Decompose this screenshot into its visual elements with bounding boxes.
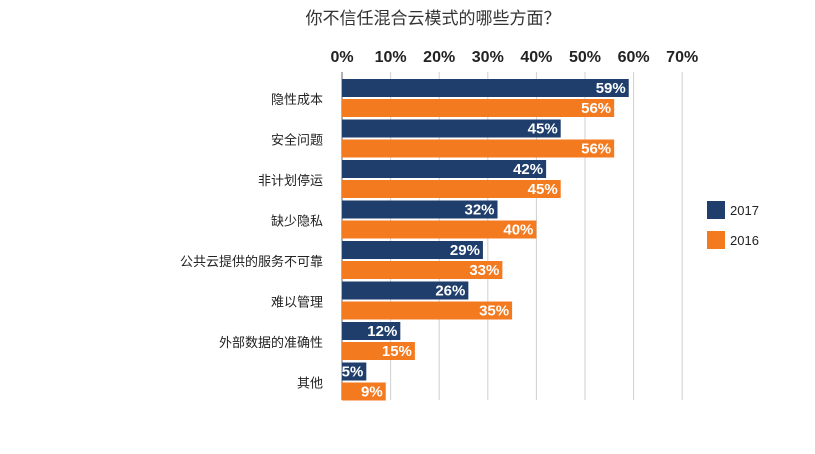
bar-2016-0 bbox=[342, 99, 615, 117]
legend-swatch-2016 bbox=[707, 231, 725, 249]
bar-2017-0 bbox=[342, 79, 629, 97]
category-label: 其他 bbox=[297, 377, 323, 392]
legend-label: 2017 bbox=[730, 203, 759, 218]
data-label: 12% bbox=[367, 323, 397, 340]
category-label: 外部数据的准确性 bbox=[219, 335, 323, 351]
bar-2017-2 bbox=[342, 160, 547, 178]
data-label: 45% bbox=[528, 181, 558, 198]
data-label: 59% bbox=[596, 80, 626, 97]
bar-2017-4 bbox=[342, 241, 483, 259]
data-label: 56% bbox=[581, 100, 611, 117]
chart-title: 你不信任混合云模式的哪些方面？ bbox=[306, 9, 561, 29]
data-label: 56% bbox=[581, 141, 611, 158]
bar-2017-1 bbox=[342, 119, 561, 138]
bar-2016-4 bbox=[342, 261, 503, 279]
data-label: 9% bbox=[361, 384, 383, 401]
x-tick-label: 10% bbox=[375, 49, 407, 66]
bar-2017-6 bbox=[342, 322, 401, 340]
bar-2016-5 bbox=[342, 301, 513, 320]
x-axis-ticks: 0% 10% 20% 30% 40% 50% 60% 70% bbox=[330, 49, 698, 66]
bar-2017-3 bbox=[342, 200, 498, 219]
category-label: 难以管理 bbox=[271, 296, 323, 311]
category-label: 非计划停运 bbox=[258, 173, 323, 189]
data-label: 32% bbox=[464, 202, 494, 219]
x-tick-label: 40% bbox=[520, 49, 552, 66]
data-label: 15% bbox=[382, 343, 412, 360]
bar-2017-7 bbox=[342, 362, 367, 381]
x-tick-label: 20% bbox=[423, 49, 455, 66]
legend-swatch-2017 bbox=[707, 201, 725, 219]
data-label: 33% bbox=[469, 262, 499, 279]
data-label: 35% bbox=[479, 303, 509, 320]
category-label: 公共云提供的服务不可靠 bbox=[180, 254, 323, 270]
category-label: 安全问题 bbox=[271, 133, 323, 149]
category-label: 缺少隐私 bbox=[271, 215, 323, 230]
data-label: 5% bbox=[342, 364, 364, 381]
x-tick-label: 0% bbox=[330, 49, 353, 66]
category-labels: 隐性成本安全问题非计划停运缺少隐私公共云提供的服务不可靠难以管理外部数据的准确性… bbox=[180, 93, 323, 392]
bar-2017-5 bbox=[342, 281, 469, 300]
data-label: 45% bbox=[528, 121, 558, 138]
bar-2016-3 bbox=[342, 220, 537, 239]
x-tick-label: 50% bbox=[569, 49, 601, 66]
data-label: 40% bbox=[503, 222, 533, 239]
x-tick-label: 60% bbox=[618, 49, 650, 66]
bars: 59% 45% 42% 32% 29% 26% 12% 5% 56% 56% 45% 40% 33% 35… bbox=[342, 79, 629, 401]
x-tick-label: 30% bbox=[472, 49, 504, 66]
bar-2016-6 bbox=[342, 342, 415, 360]
data-label: 26% bbox=[435, 283, 465, 300]
bar-2016-2 bbox=[342, 180, 561, 198]
legend: 2017 2016 bbox=[707, 201, 759, 249]
bar-2016-1 bbox=[342, 139, 615, 158]
data-label: 42% bbox=[513, 161, 543, 178]
bar-2016-7 bbox=[342, 382, 386, 401]
legend-label: 2016 bbox=[730, 233, 759, 248]
category-label: 隐性成本 bbox=[271, 93, 323, 108]
data-label: 29% bbox=[450, 242, 480, 259]
x-tick-label: 70% bbox=[666, 49, 698, 66]
